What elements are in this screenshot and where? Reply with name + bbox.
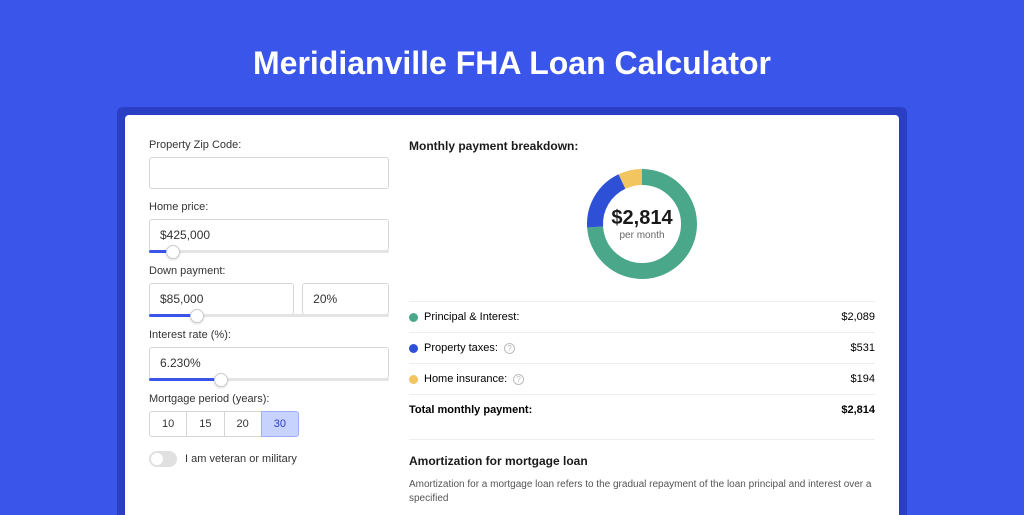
amortization-section: Amortization for mortgage loan Amortizat… (409, 439, 875, 506)
breakdown-label: Property taxes: (424, 342, 498, 354)
field-veteran: I am veteran or military (149, 451, 389, 467)
total-value: $2,814 (841, 404, 875, 416)
period-button-20[interactable]: 20 (224, 411, 262, 437)
hero: Meridianville FHA Loan Calculator (0, 0, 1024, 107)
legend-dot (409, 344, 418, 353)
amortization-text: Amortization for a mortgage loan refers … (409, 478, 875, 506)
breakdown-value: $2,089 (841, 311, 875, 323)
home-price-slider[interactable] (149, 250, 389, 253)
info-icon[interactable]: ? (504, 343, 515, 354)
field-period: Mortgage period (years): 10152030 (149, 393, 389, 437)
slider-thumb[interactable] (166, 245, 180, 259)
breakdown-row: Home insurance:? $194 (409, 364, 875, 395)
inputs-panel: Property Zip Code: Home price: Down paym… (149, 139, 389, 515)
down-payment-label: Down payment: (149, 265, 389, 277)
zip-input[interactable] (149, 157, 389, 189)
veteran-label: I am veteran or military (185, 453, 297, 465)
donut-sub: per month (611, 230, 672, 241)
breakdown-row: Property taxes:? $531 (409, 333, 875, 364)
period-button-10[interactable]: 10 (149, 411, 187, 437)
home-price-input[interactable] (149, 219, 389, 251)
page-title: Meridianville FHA Loan Calculator (0, 45, 1024, 82)
down-payment-percent-input[interactable] (302, 283, 389, 315)
breakdown-value: $194 (851, 373, 875, 385)
breakdown-list: Principal & Interest: $2,089 Property taxe… (409, 301, 875, 425)
total-label: Total monthly payment: (409, 404, 532, 416)
breakdown-label: Principal & Interest: (424, 311, 519, 323)
period-button-30[interactable]: 30 (261, 411, 299, 437)
down-payment-amount-input[interactable] (149, 283, 294, 315)
period-button-15[interactable]: 15 (186, 411, 224, 437)
breakdown-total-row: Total monthly payment: $2,814 (409, 395, 875, 425)
slider-thumb[interactable] (214, 373, 228, 387)
info-icon[interactable]: ? (513, 374, 524, 385)
interest-rate-slider[interactable] (149, 378, 389, 381)
down-payment-slider[interactable] (149, 314, 389, 317)
legend-dot (409, 375, 418, 384)
breakdown-value: $531 (851, 342, 875, 354)
donut-amount: $2,814 (611, 207, 672, 230)
home-price-label: Home price: (149, 201, 389, 213)
interest-rate-input[interactable] (149, 347, 389, 379)
zip-label: Property Zip Code: (149, 139, 389, 151)
veteran-toggle[interactable] (149, 451, 177, 467)
legend-dot (409, 313, 418, 322)
breakdown-row: Principal & Interest: $2,089 (409, 302, 875, 333)
amortization-title: Amortization for mortgage loan (409, 454, 875, 468)
period-buttons: 10152030 (149, 411, 389, 437)
results-panel: Monthly payment breakdown: $2,814 per mo… (409, 139, 875, 515)
field-home-price: Home price: (149, 201, 389, 253)
breakdown-title: Monthly payment breakdown: (409, 139, 875, 153)
interest-rate-label: Interest rate (%): (149, 329, 389, 341)
slider-thumb[interactable] (190, 309, 204, 323)
donut-center: $2,814 per month (611, 207, 672, 241)
period-label: Mortgage period (years): (149, 393, 389, 405)
calculator-card: Property Zip Code: Home price: Down paym… (125, 115, 899, 515)
card-shadow: Property Zip Code: Home price: Down paym… (117, 107, 907, 515)
field-interest-rate: Interest rate (%): (149, 329, 389, 381)
field-zip: Property Zip Code: (149, 139, 389, 189)
field-down-payment: Down payment: (149, 265, 389, 317)
breakdown-label: Home insurance: (424, 373, 507, 385)
donut-segment (622, 177, 642, 181)
donut-chart: $2,814 per month (409, 163, 875, 285)
